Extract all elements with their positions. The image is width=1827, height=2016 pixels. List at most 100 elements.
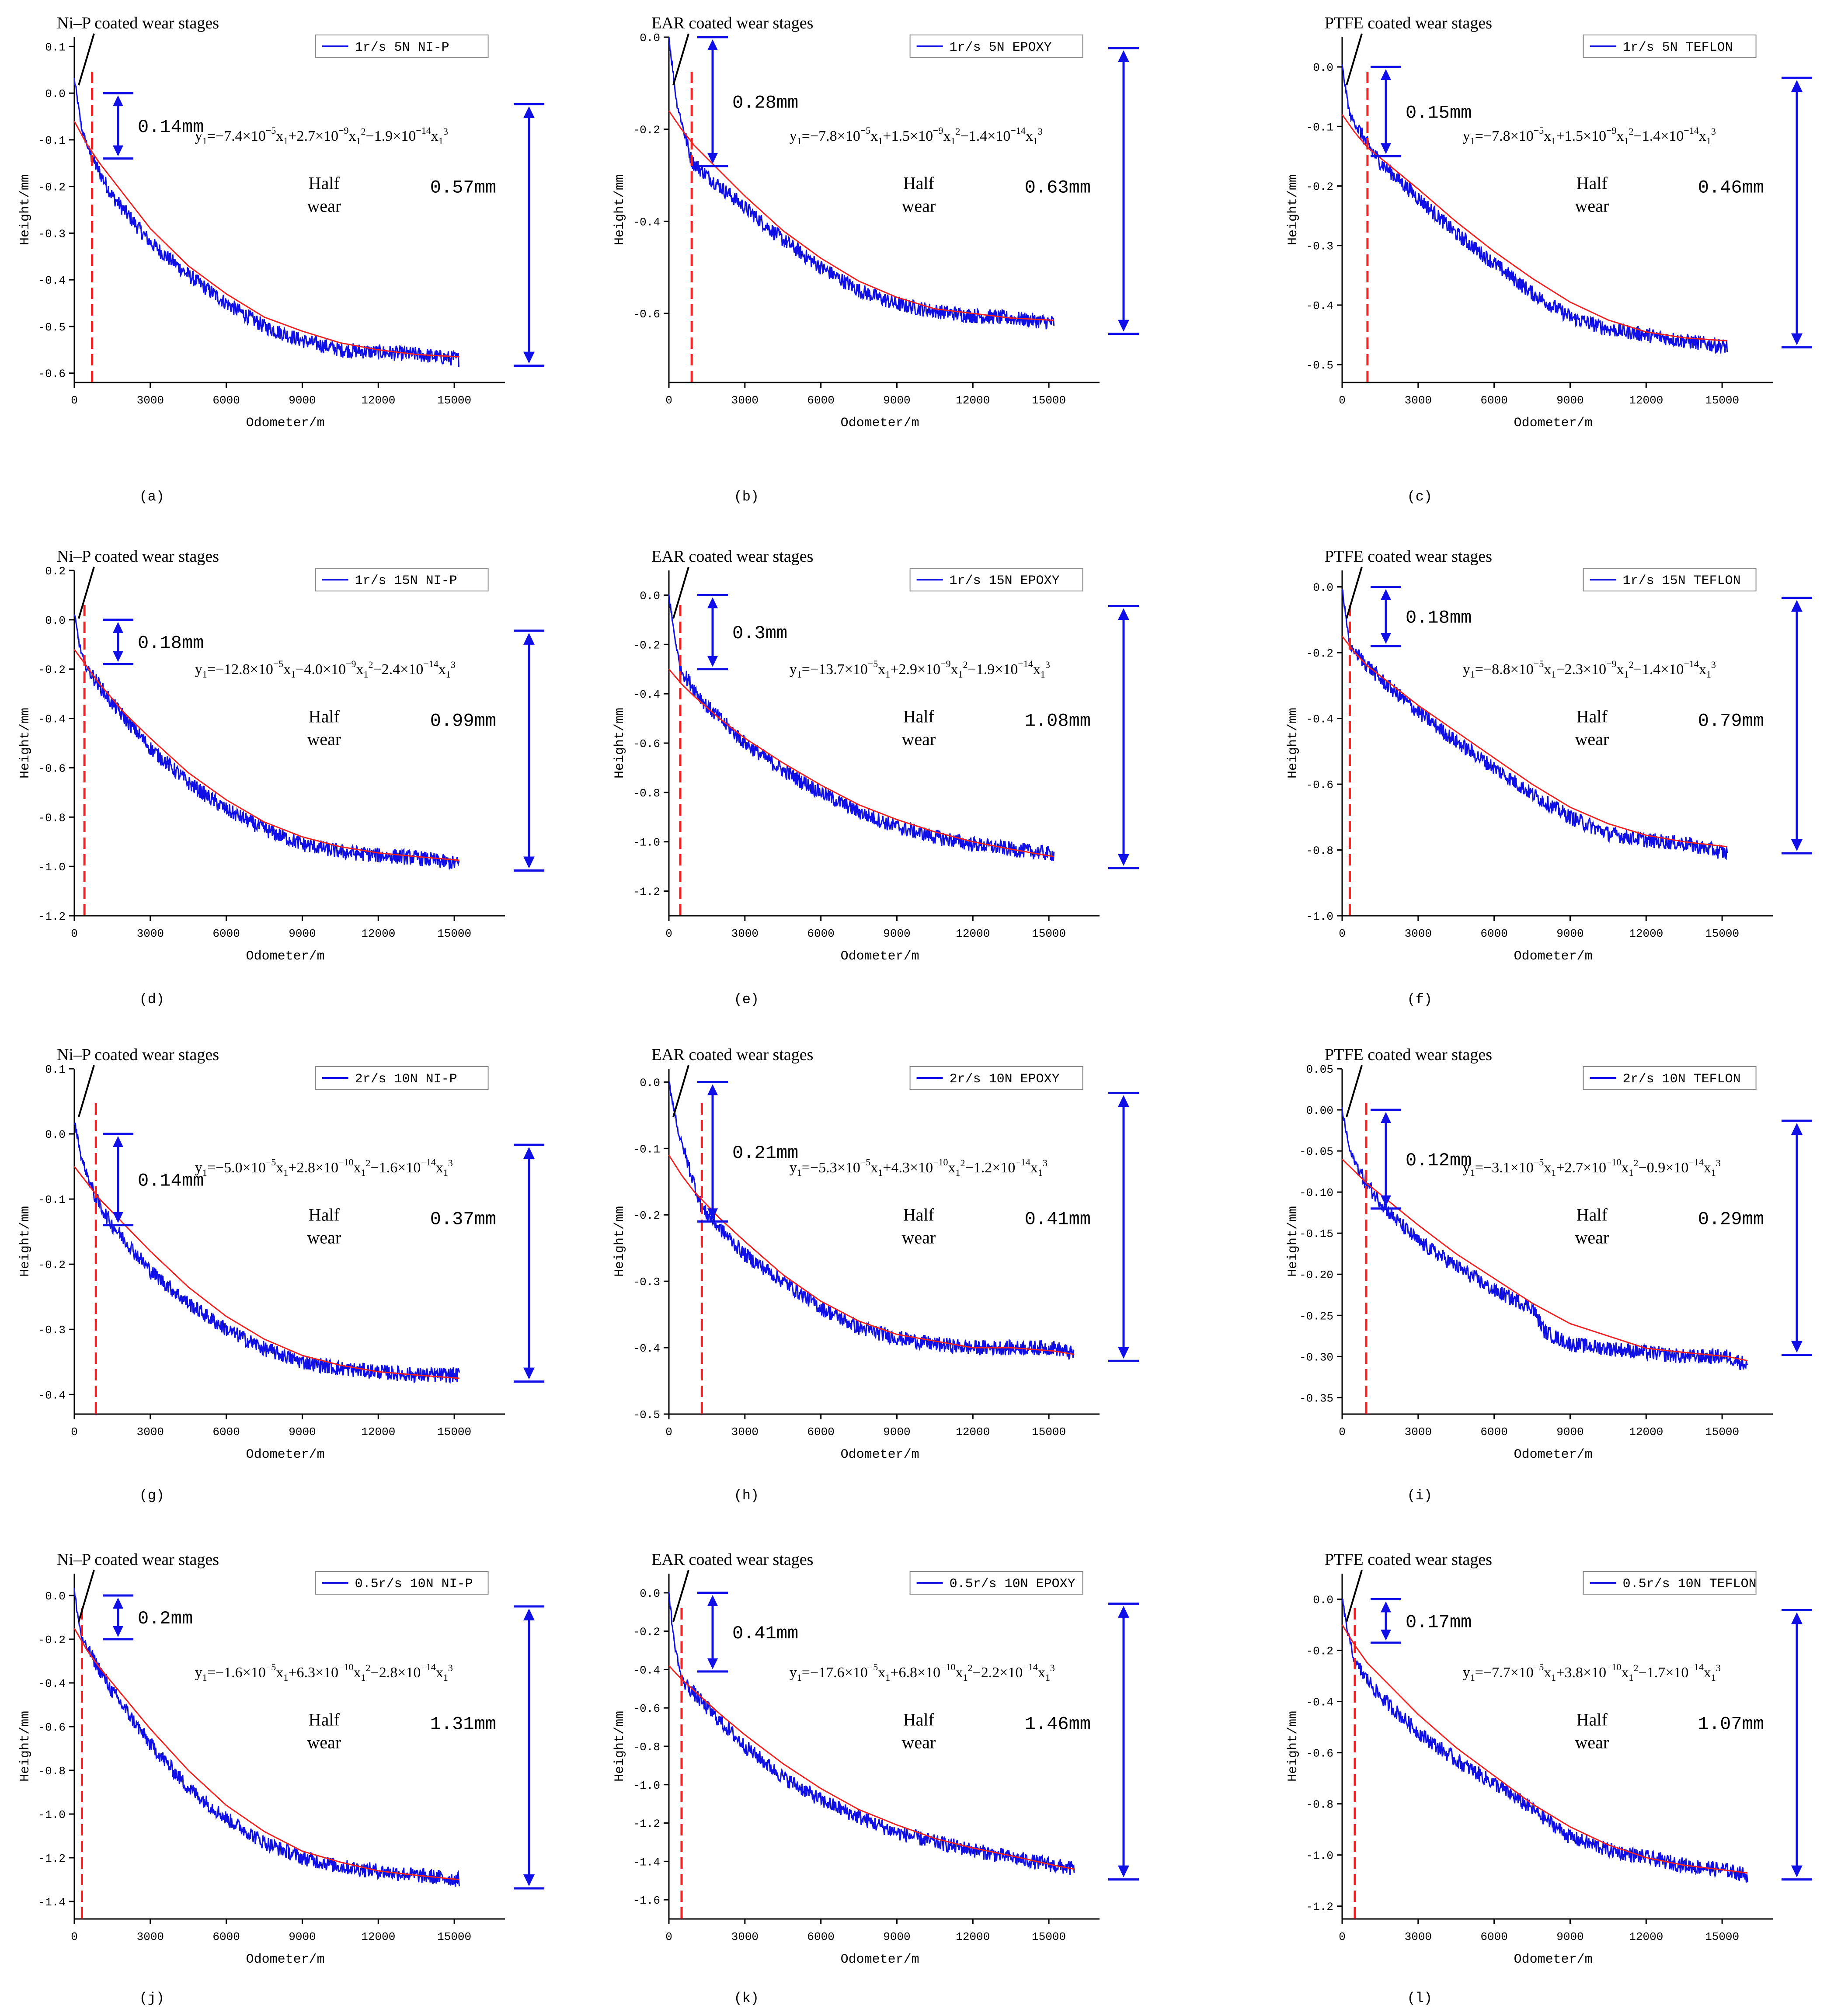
run-in-arrow-head-down (113, 1212, 123, 1223)
eq-exp-1: −5 (860, 125, 870, 136)
stage-label: EAR coated wear stages (651, 547, 813, 566)
x-tick-label: 12000 (1629, 927, 1663, 940)
eq-x: x (1030, 1160, 1038, 1176)
x-tick-label: 15000 (437, 927, 471, 940)
run-in-arrow-head-up (1381, 1112, 1391, 1123)
chart-panel: 0 3000 6000 9000 12000 15000 0.0 -0.1 -0.2 -0.3 -0… (612, 1046, 1139, 1504)
eq-sub: 1 (1041, 669, 1045, 680)
half-wear-label-line2: wear (307, 730, 341, 749)
y-tick-label: 0.0 (45, 614, 66, 627)
y-tick-label: 0.0 (640, 1587, 660, 1600)
eq-equals: = (1475, 661, 1483, 678)
half-wear-label-line1: Half (903, 707, 935, 726)
panel-caption: (h) (734, 1488, 759, 1504)
eq-sub: 1 (1470, 1167, 1475, 1178)
eq-x: x (354, 1160, 361, 1176)
polynomial-fit-series (668, 1154, 1075, 1355)
eq-sub: 1 (1706, 136, 1711, 146)
stage-label-pointer (1346, 567, 1363, 619)
y-tick-label: -1.4 (633, 1856, 660, 1869)
eq-exp-3: −14 (1684, 658, 1698, 669)
y-tick-label: -0.8 (633, 787, 660, 800)
x-tick-label: 12000 (361, 1930, 395, 1943)
eq-x: x (1026, 128, 1033, 144)
legend-label: 0.5r/s 10N NI-P (355, 1577, 473, 1592)
eq-equals: = (802, 128, 810, 144)
run-in-arrow-head-down (113, 651, 123, 662)
run-in-arrow-head-up (1381, 589, 1391, 600)
y-tick-label: -0.2 (633, 639, 660, 652)
y-axis-label: Height/mm (612, 174, 627, 245)
y-tick-label: -0.6 (633, 308, 660, 321)
eq-exp-3: −14 (1688, 1157, 1703, 1168)
eq-y: y (1463, 661, 1470, 678)
panel-caption: (d) (139, 991, 164, 1008)
eq-coef-3: −1.7×10 (1639, 1665, 1689, 1681)
x-tick-label: 6000 (1480, 1425, 1507, 1439)
polynomial-fit-series (668, 1665, 1075, 1870)
eq-coef-3: −1.9×10 (968, 661, 1018, 678)
total-arrow-head-up (1791, 1612, 1803, 1624)
y-tick-label: -1.6 (633, 1894, 660, 1907)
eq-coef-2: +4.3×10 (883, 1160, 933, 1176)
run-in-depth-label: 0.3mm (732, 623, 787, 644)
measured-height-series (1341, 1107, 1748, 1370)
chart-panel: 0 3000 6000 9000 12000 15000 0.1 0.0 -0.1 -0.2 -0.… (18, 1046, 544, 1504)
run-in-arrow-head-up (113, 1598, 123, 1609)
chart-panel: 0 3000 6000 9000 12000 15000 0.1 0.0 -0.1 -0.2 -0.… (18, 14, 544, 505)
y-tick-label: 0.0 (1313, 581, 1333, 594)
fit-equation: y1=−7.8×10−5x1+1.5×10−9x12−1.4×10−14x13 (790, 125, 1043, 146)
eq-sub: 1 (797, 1672, 802, 1683)
x-tick-label: 6000 (212, 927, 240, 940)
x-tick-label: 15000 (437, 1425, 471, 1439)
legend-label: 0.5r/s 10N EPOXY (950, 1577, 1075, 1592)
total-arrow-head-up (1118, 50, 1129, 62)
y-axis-label: Height/mm (1286, 1206, 1301, 1277)
total-arrow-head-up (523, 1147, 535, 1159)
x-tick-label: 6000 (807, 1425, 834, 1439)
x-tick-label: 6000 (807, 927, 834, 940)
eq-x: x (276, 1160, 283, 1176)
x-tick-label: 9000 (1556, 394, 1583, 407)
total-depth-label: 0.57mm (430, 177, 496, 198)
eq-exp-2: −9 (940, 658, 950, 669)
x-tick-label: 3000 (731, 1425, 759, 1439)
y-tick-label: 0.0 (640, 1076, 660, 1089)
eq-exp-3: −14 (423, 658, 438, 669)
y-tick-label: -0.4 (1306, 299, 1333, 313)
y-axis-label: Height/mm (1286, 708, 1301, 779)
eq-exp-3: −14 (1018, 658, 1033, 669)
x-tick-label: 9000 (883, 394, 910, 407)
x-tick-label: 3000 (1405, 394, 1432, 407)
eq-coef-2: +2.9×10 (890, 661, 940, 678)
polynomial-fit-series (1341, 636, 1727, 848)
half-wear-label-line1: Half (1576, 174, 1608, 193)
y-tick-label: -0.35 (1299, 1392, 1333, 1405)
eq-x: x (951, 661, 958, 678)
eq-pow: 2 (366, 1157, 371, 1168)
eq-x: x (276, 1665, 283, 1681)
eq-pow: 3 (443, 126, 448, 137)
measured-height-series (73, 77, 460, 368)
x-tick-label: 9000 (883, 927, 910, 940)
eq-x: x (1617, 128, 1624, 144)
run-in-depth-label: 0.15mm (1406, 102, 1472, 123)
eq-coef-3: −0.9×10 (1639, 1160, 1689, 1176)
eq-equals: = (1475, 128, 1483, 144)
y-tick-label: -0.8 (1306, 845, 1333, 858)
stage-label-pointer (78, 1065, 95, 1117)
eq-sub: 1 (1624, 136, 1629, 146)
eq-sub: 1 (1045, 1672, 1050, 1683)
run-in-depth-label: 0.18mm (138, 633, 204, 654)
total-depth-label: 0.63mm (1025, 177, 1091, 198)
eq-sub: 1 (446, 669, 451, 680)
run-in-arrow-head-down (707, 1208, 718, 1220)
eq-pow: 3 (1711, 659, 1716, 670)
eq-exp-1: −5 (860, 1157, 870, 1168)
half-wear-label-line1: Half (309, 707, 340, 726)
eq-pow: 3 (1716, 1157, 1721, 1168)
stage-label-pointer (78, 33, 95, 86)
eq-coef-2: +2.8×10 (288, 1160, 338, 1176)
chart-panel: 0 3000 6000 9000 12000 15000 0.05 0.00 -0.05 -0.1… (1286, 1046, 1812, 1504)
measured-height-series (73, 614, 460, 870)
